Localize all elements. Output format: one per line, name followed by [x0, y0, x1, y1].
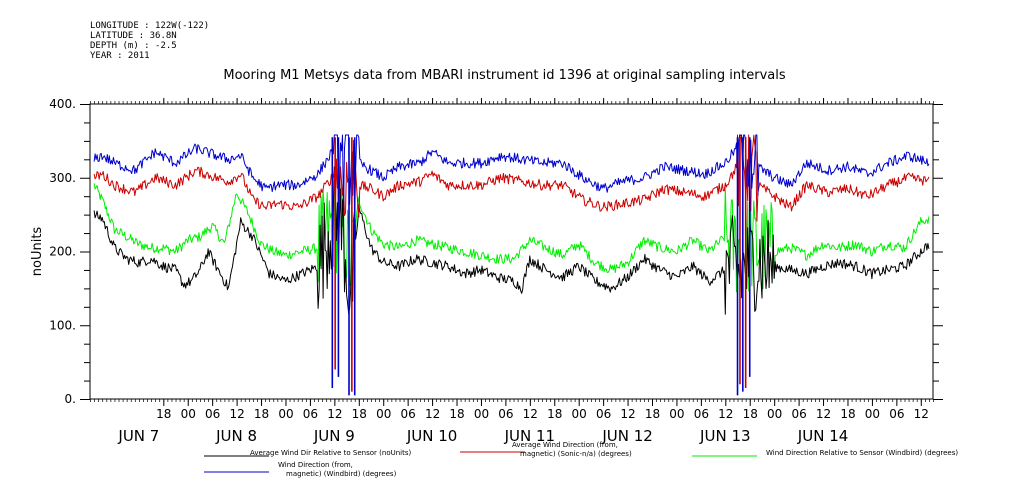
series-line — [93, 134, 930, 212]
x-day-label: JUN 13 — [699, 427, 750, 445]
x-tick-label: 00 — [376, 407, 391, 421]
legend-label: magnetic) (Windbird) (degrees) — [286, 470, 397, 478]
y-tick-label: 0. — [65, 392, 76, 406]
x-tick-label: 06 — [401, 407, 416, 421]
x-tick-label: 18 — [254, 407, 269, 421]
x-tick-label: 12 — [914, 407, 929, 421]
x-tick-label: 06 — [596, 407, 611, 421]
y-tick-label: 300. — [49, 171, 76, 185]
legend-label: Wind Direction (from, — [278, 461, 353, 469]
chart-title: Mooring M1 Metsys data from MBARI instru… — [223, 68, 786, 83]
x-tick-label: 18 — [840, 407, 855, 421]
x-day-label: JUN 8 — [215, 427, 257, 445]
x-tick-label: 12 — [523, 407, 538, 421]
x-tick-label: 00 — [181, 407, 196, 421]
x-tick-label: 18 — [156, 407, 171, 421]
x-tick-label: 06 — [205, 407, 220, 421]
x-tick-label: 00 — [572, 407, 587, 421]
x-tick-label: 12 — [816, 407, 831, 421]
x-day-label: JUN 10 — [406, 427, 457, 445]
y-tick-label: 100. — [49, 318, 76, 332]
x-day-label: JUN 12 — [601, 427, 652, 445]
x-day-label: JUN 11 — [504, 427, 555, 445]
legend-label: Average Wind Direction (from, — [512, 441, 618, 449]
x-tick-label: 12 — [229, 407, 244, 421]
x-day-label: JUN 7 — [117, 427, 159, 445]
x-tick-label: 06 — [694, 407, 709, 421]
x-tick-label: 00 — [278, 407, 293, 421]
x-tick-label: 18 — [645, 407, 660, 421]
x-tick-label: 12 — [718, 407, 733, 421]
x-tick-label: 00 — [474, 407, 489, 421]
y-tick-label: 200. — [49, 245, 76, 259]
x-tick-label: 12 — [425, 407, 440, 421]
x-tick-label: 06 — [498, 407, 513, 421]
x-tick-label: 18 — [743, 407, 758, 421]
x-tick-label: 12 — [620, 407, 635, 421]
metadata-block: LONGITUDE : 122W(-122) LATITUDE : 36.8N … — [90, 21, 209, 61]
x-tick-label: 18 — [547, 407, 562, 421]
series-line — [93, 166, 930, 315]
x-tick-label: 12 — [327, 407, 342, 421]
y-tick-label: 400. — [49, 97, 76, 111]
series-line — [93, 179, 930, 295]
metadata-line: LATITUDE : 36.8N — [90, 31, 177, 41]
series-line — [93, 134, 930, 222]
x-tick-label: 18 — [449, 407, 464, 421]
x-tick-label: 18 — [352, 407, 367, 421]
legend-label: magnetic) (Sonic-n/a) (degrees) — [520, 450, 632, 458]
x-tick-label: 06 — [889, 407, 904, 421]
x-tick-label: 00 — [865, 407, 880, 421]
x-day-label: JUN 9 — [313, 427, 355, 445]
legend-label: Wind Direction Relative to Sensor (Windb… — [766, 449, 958, 457]
metadata-line: YEAR : 2011 — [90, 51, 150, 61]
x-tick-label: 06 — [791, 407, 806, 421]
legend-label: Average Wind Dir Relative to Sensor (noU… — [250, 449, 411, 457]
x-tick-label: 00 — [767, 407, 782, 421]
x-day-label: JUN 14 — [797, 427, 848, 445]
x-tick-label: 06 — [303, 407, 318, 421]
metadata-line: LONGITUDE : 122W(-122) — [90, 21, 210, 31]
x-tick-label: 00 — [669, 407, 684, 421]
plot-frame — [89, 103, 934, 400]
y-axis-label: noUnits — [30, 227, 45, 277]
metadata-line: DEPTH (m) : -2.5 — [90, 41, 177, 51]
